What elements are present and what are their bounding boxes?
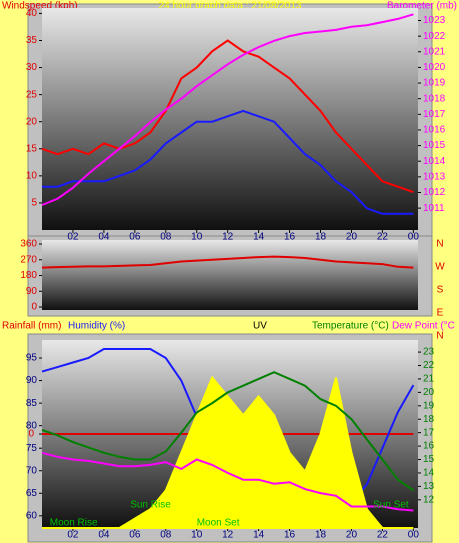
y-tick-label: 80 [26,420,38,431]
y-tick-label: 85 [26,398,38,409]
y-tick-label: 20 [26,116,38,127]
y-tick-label: 23 [423,347,435,358]
x-tick-label: 08 [160,530,172,541]
x-tick-label: 14 [253,232,265,243]
y-tick-label: 14 [423,468,435,479]
legend-label: Temperature (°C) [312,321,389,332]
line [41,255,414,269]
y-tick-label: 17 [423,427,435,438]
plot-area [42,8,418,230]
y-tick-label: 1020 [423,62,446,73]
y-tick-label: 1013 [423,171,446,182]
line [41,39,414,194]
x-tick-label: 14 [253,530,265,541]
legend-label: Humidity (%) [68,321,125,332]
line [41,371,414,492]
x-tick-label: 06 [129,530,141,541]
y-tick-label: 35 [26,35,38,46]
legend-label: Dew Point (°C [392,321,455,332]
y-tick-label: 1012 [423,187,446,198]
x-tick-label: 00 [408,530,420,541]
x-tick-label: 18 [315,530,327,541]
y-tick-label: 0 [31,302,37,313]
annotation: Moon Set [197,518,240,529]
y-tick-label: 25 [26,89,38,100]
y-tick-label: 95 [26,353,38,364]
y-tick-label: 1018 [423,93,446,104]
x-tick-label: 22 [377,530,389,541]
legend-label: Rainfall (mm) [2,321,61,332]
y-tick-label: 21 [423,374,435,385]
line [41,451,414,512]
y-tick-label: 1023 [423,15,446,26]
line [42,109,414,215]
y-tick-label: 1021 [423,46,446,57]
y-tick-label: 13 [423,481,435,492]
compass-label: W [435,262,445,273]
y-tick-label: 60 [26,510,38,521]
x-tick-label: 16 [284,232,296,243]
y-tick-label: 180 [20,270,37,281]
y-tick-label: 65 [26,488,38,499]
x-tick-label: 16 [284,530,296,541]
y-tick-label: 10 [26,170,38,181]
x-tick-label: 10 [191,232,203,243]
x-tick-label: 12 [222,232,234,243]
y-tick-label: 0 [28,429,34,440]
x-tick-label: 22 [377,232,389,243]
y-tick-label: 18 [423,414,435,425]
y-tick-label: 1011 [423,203,445,214]
area [42,375,414,529]
x-tick-label: 18 [315,232,327,243]
y-tick-label: 1019 [423,78,446,89]
y-tick-label: 12 [423,494,435,505]
y-tick-label: 1022 [423,31,446,42]
x-tick-label: 12 [222,530,234,541]
annotation: Moon Rise [50,518,98,529]
y-tick-label: 1017 [423,109,446,120]
y-tick-label: 30 [26,62,38,73]
chart-title: 24 hour graph data : 21/08/2013 [159,1,302,12]
plot-area [42,240,418,310]
y-axis-label: Windspeed (kph) [2,1,78,12]
annotation: Sun Set [373,500,409,511]
y-tick-label: 360 [20,239,37,250]
y-tick-label: 1016 [423,125,446,136]
y-tick-label: 270 [20,254,37,265]
compass-label: N [436,331,443,342]
line [41,13,414,206]
annotation: Sun Rise [130,500,171,511]
y-tick-label: 20 [423,387,435,398]
x-tick-label: 10 [191,530,203,541]
legend-label: UV [253,321,267,332]
y-tick-label: 90 [26,375,38,386]
x-tick-label: 20 [346,232,358,243]
y-tick-label: 70 [26,465,38,476]
x-tick-label: 06 [129,232,141,243]
y-tick-label: 1014 [423,156,446,167]
compass-label: E [437,308,444,319]
y-tick-label: 5 [31,198,37,209]
compass-label: N [436,239,443,250]
y-tick-label: 75 [26,443,38,454]
y-tick-label: 22 [423,360,435,371]
y-tick-label: 15 [423,454,435,465]
compass-label: S [437,285,444,296]
y-tick-label: 40 [26,8,38,19]
y-tick-label: 16 [423,441,435,452]
y2-axis-label: Barometer (mb) [387,1,457,12]
y-tick-label: 15 [26,143,38,154]
x-tick-label: 04 [98,530,110,541]
y-tick-label: 90 [26,286,38,297]
x-tick-label: 20 [346,530,358,541]
x-tick-label: 04 [98,232,110,243]
x-tick-label: 02 [67,232,79,243]
x-tick-label: 08 [160,232,172,243]
x-tick-label: 00 [408,232,420,243]
y-tick-label: 19 [423,400,435,411]
y-tick-label: 1015 [423,140,446,151]
x-tick-label: 02 [67,530,79,541]
